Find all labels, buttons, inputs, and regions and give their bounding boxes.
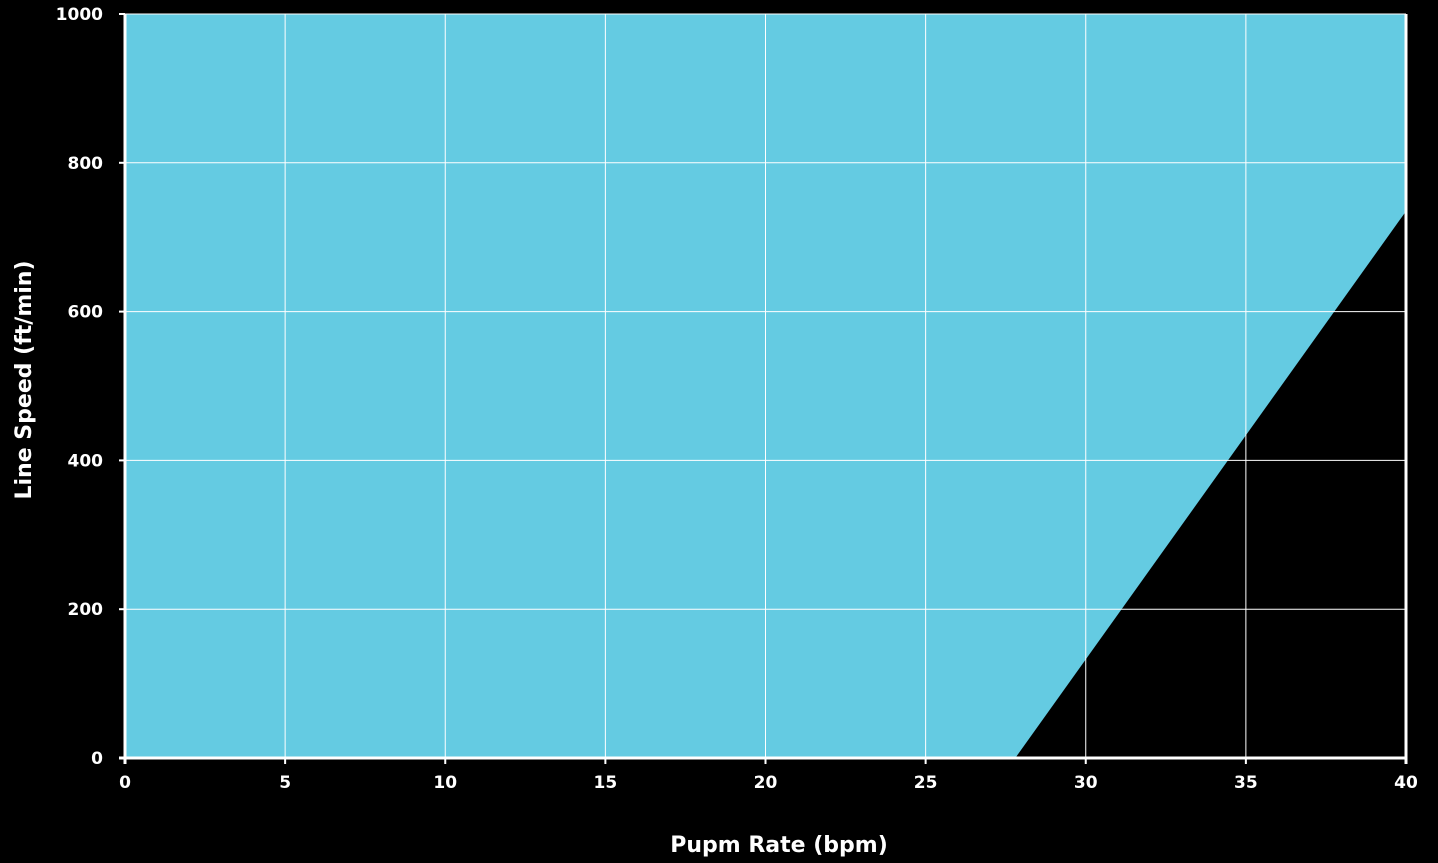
x-tick-label: 20: [754, 773, 778, 793]
y-tick-label: 0: [91, 749, 103, 769]
y-tick-label: 1000: [56, 5, 103, 25]
x-tick-label: 5: [279, 773, 291, 793]
x-tick-label: 25: [914, 773, 938, 793]
y-tick-label: 200: [68, 600, 104, 620]
x-tick-label: 40: [1394, 773, 1418, 793]
x-axis-title: Pupm Rate (bpm): [670, 833, 888, 858]
y-tick-label: 800: [68, 154, 104, 174]
x-tick-label: 15: [594, 773, 618, 793]
axes: [119, 13, 1408, 764]
y-tick-label: 400: [68, 451, 104, 471]
y-axis-title: Line Speed (ft/min): [12, 260, 37, 499]
y-tick-labels: 0 200 400 600 800 1000: [56, 5, 103, 769]
x-tick-label: 0: [119, 773, 131, 793]
x-tick-label: 10: [433, 773, 457, 793]
x-tick-label: 35: [1234, 773, 1258, 793]
x-tick-labels: 0 5 10 15 20 25 30 35 40: [119, 773, 1418, 793]
y-tick-label: 600: [68, 303, 104, 323]
grid: [125, 13, 1407, 758]
x-tick-label: 30: [1074, 773, 1098, 793]
